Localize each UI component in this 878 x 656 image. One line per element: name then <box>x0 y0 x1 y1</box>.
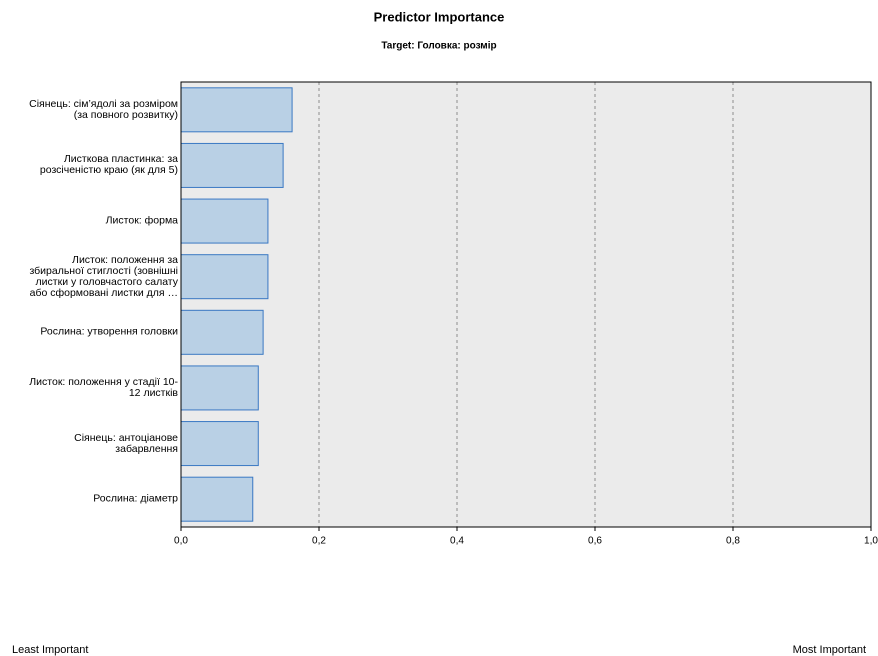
x-tick-label: 0,4 <box>450 536 464 547</box>
most-important-note: Most Important <box>793 644 866 656</box>
bar <box>180 87 293 133</box>
bar <box>180 309 264 355</box>
chart-title: Predictor Importance <box>374 9 505 24</box>
y-tick-label: Рослина: діаметр <box>93 492 178 505</box>
y-tick-label: Сіянець: сім’ядолі за розміром (за повно… <box>29 97 178 121</box>
x-tick-label: 0,6 <box>588 536 602 547</box>
bar <box>180 476 254 522</box>
y-tick-label: Рослина: утворення головки <box>40 325 178 338</box>
bar <box>180 421 259 467</box>
x-tick-label: 0,8 <box>726 536 740 547</box>
x-tick-label: 1,0 <box>864 536 878 547</box>
plot-border <box>180 81 872 528</box>
y-tick-label: Листок: форма <box>105 214 178 227</box>
bar <box>180 142 284 188</box>
y-tick-label: Листкова пластинка: за розсіченістю краю… <box>39 153 178 177</box>
y-tick-label: Сіянець: антоціанове забарвлення <box>74 431 178 455</box>
y-tick-label: Листок: положення у стадії 10- 12 листкі… <box>29 375 178 399</box>
bar <box>180 365 259 411</box>
x-tick-label: 0,0 <box>174 536 188 547</box>
y-tick-label: Листок: положення за збиральної стиглост… <box>29 253 178 299</box>
least-important-note: Least Important <box>12 644 88 656</box>
bar <box>180 198 269 244</box>
x-tick-label: 0,2 <box>312 536 326 547</box>
bar <box>180 254 269 300</box>
plot-area <box>181 82 871 527</box>
chart-subtitle: Target: Головка: розмір <box>381 41 496 52</box>
